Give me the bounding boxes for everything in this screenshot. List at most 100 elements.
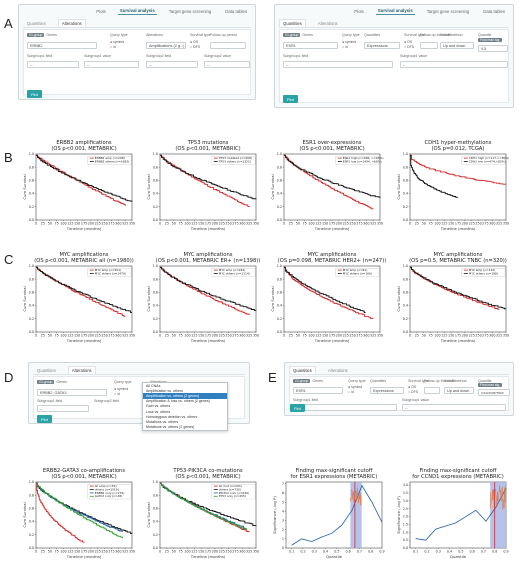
find-max-sig-button[interactable]: Find max sig. xyxy=(478,383,503,387)
tab-alterations[interactable]: Alterations xyxy=(57,19,86,27)
quantile-input[interactable]: 0.5 xyxy=(478,45,508,52)
cutoff-method-select[interactable]: Up and down xyxy=(444,387,474,394)
dropdown-option[interactable]: Mutations vs. others (2 genes) xyxy=(146,425,195,430)
radio-id[interactable]: ○ id xyxy=(342,45,348,49)
follow-up-input[interactable] xyxy=(420,42,438,49)
x-tick-label: 100 xyxy=(60,550,66,554)
plot-title: MYC amplifications xyxy=(60,252,109,258)
genes-input[interactable]: ESR1 xyxy=(293,387,343,394)
radio-symbol[interactable]: ● symbol xyxy=(348,385,363,389)
x-tick-label: 125 xyxy=(191,334,197,338)
dropdown-option[interactable]: Homozygous deletion vs. others xyxy=(146,414,198,419)
panel-label-a: A xyxy=(4,16,13,31)
y-tick-label: 4 xyxy=(282,509,284,513)
group-chip[interactable]: GI-group xyxy=(283,33,301,37)
dropdown-option[interactable]: Amplification & loss vs. others (2 genes… xyxy=(146,399,210,404)
dropdown-option[interactable]: Loss vs. others xyxy=(146,409,171,414)
find-max-sig-button[interactable]: Find max sig. xyxy=(478,38,503,42)
subgroup2-value-select[interactable]: -- xyxy=(204,61,250,68)
plot-subtitle: for CCND1 expressions (METABRIC) xyxy=(412,474,504,480)
nav-survival-analysis[interactable]: Survival analysis xyxy=(117,8,157,15)
subgroup1-value-select[interactable]: -- xyxy=(400,61,508,68)
radio-id[interactable]: ○ id xyxy=(114,392,120,396)
radio-os[interactable]: ● OS xyxy=(404,40,413,44)
x-tick-label: 0.5 xyxy=(334,550,339,554)
nav-plots[interactable]: Plots xyxy=(96,8,106,14)
x-tick-label: 0.9 xyxy=(503,550,508,554)
group-chip[interactable]: GI-group xyxy=(37,380,55,384)
x-tick-label: 175 xyxy=(81,334,87,338)
subgroup1-field-select[interactable]: -- xyxy=(37,405,89,412)
radio-id[interactable]: ○ id xyxy=(110,45,116,49)
quantities-select[interactable]: Expressions xyxy=(364,42,400,49)
dropdown-option-selected[interactable]: Amplification vs. others (2 genes) xyxy=(143,393,227,399)
radio-os[interactable]: ● OS xyxy=(408,385,417,389)
legend-entry: others (n=1519) xyxy=(95,487,119,491)
cutoff-method-select[interactable]: Up and down xyxy=(440,42,474,49)
nav-plots[interactable]: Plots xyxy=(354,8,364,14)
quantities-select[interactable]: Expressions xyxy=(370,387,404,394)
alterations-dropdown-menu[interactable]: All CNAs Amplification vs. others Amplif… xyxy=(142,382,228,431)
subgroup1-value-select[interactable]: -- xyxy=(402,404,506,411)
radio-os[interactable]: ● OS xyxy=(190,40,199,44)
dropdown-option[interactable]: Mutations vs. others xyxy=(146,419,179,424)
km-plot-svg: MYC amplifications(OS p=0.098, METABRIC … xyxy=(270,252,386,343)
x-tick-label: 125 xyxy=(441,334,447,338)
genes-input[interactable]: ERBB2 xyxy=(27,42,97,49)
dropdown-option[interactable]: Amplification vs. others xyxy=(146,388,183,393)
tab-alterations[interactable]: Alterations xyxy=(67,366,96,374)
subgroup1-field-select[interactable]: -- xyxy=(293,404,397,411)
subgroup1-value-select[interactable]: -- xyxy=(84,61,139,68)
group-chip[interactable]: GI-group xyxy=(27,33,45,37)
dropdown-option[interactable]: Gain vs. others xyxy=(146,404,171,409)
dropdown-option[interactable]: All CNAs xyxy=(146,383,161,388)
y-tick-label: 0.6 xyxy=(153,291,158,295)
group-chip[interactable]: GI-group xyxy=(293,379,311,383)
y-tick-label: 0.4 xyxy=(153,192,158,196)
radio-symbol[interactable]: ● symbol xyxy=(342,40,357,44)
genes-label: GI-group Genes xyxy=(283,33,313,37)
tab-quantities[interactable]: Quantities xyxy=(279,19,306,27)
nav-target-gene-screening[interactable]: Target gene screening xyxy=(168,8,212,14)
alterations-select[interactable]: Amplifications (2 g...) xyxy=(146,42,186,49)
radio-dfs[interactable]: ○ DFS xyxy=(190,45,201,49)
tab-alterations[interactable]: Alterations xyxy=(317,21,338,26)
tab-quantities[interactable]: Quantities xyxy=(37,368,56,373)
nav-data-tables[interactable]: Data tables xyxy=(483,8,505,14)
tab-quantities[interactable]: Quantities xyxy=(289,366,316,374)
x-tick-label: 25 xyxy=(415,222,419,226)
radio-symbol[interactable]: ● symbol xyxy=(114,387,129,391)
radio-symbol[interactable]: ● symbol xyxy=(110,40,125,44)
nav-survival-analysis[interactable]: Survival analysis xyxy=(375,8,415,15)
tab-alterations[interactable]: Alterations xyxy=(327,368,348,373)
cutoff-method-label: Cutoff method xyxy=(440,33,463,37)
subgroup2-field-select[interactable]: -- xyxy=(146,61,198,68)
x-tick-label: 125 xyxy=(191,222,197,226)
plot-button-e[interactable]: Plot xyxy=(290,404,305,412)
radio-id[interactable]: ○ id xyxy=(348,390,354,394)
subgroup1-field-select[interactable]: -- xyxy=(283,61,393,68)
nav-target-gene-screening[interactable]: Target gene screening xyxy=(426,8,470,14)
plot-button[interactable]: Plot xyxy=(27,90,42,98)
y-tick-label: 0.8 xyxy=(153,277,158,281)
km-plot: ERBB2-GATA3 co-amplifications (OS p<0.001… xyxy=(18,468,136,564)
genes-input[interactable]: ESR1 xyxy=(283,42,338,49)
genes-input[interactable]: ERBB2, GATA3 xyxy=(37,389,107,396)
y-tick-label: 2.0 xyxy=(403,515,408,519)
radio-dfs[interactable]: ○ DFS xyxy=(408,390,419,394)
subgroup1-field-select[interactable]: -- xyxy=(27,61,79,68)
plot-button[interactable]: Plot xyxy=(37,415,52,423)
radio-dfs[interactable]: ○ DFS xyxy=(404,45,415,49)
tab-quantities[interactable]: Quantities xyxy=(27,21,46,26)
follow-up-input[interactable] xyxy=(424,387,440,394)
plot-button[interactable]: Plot xyxy=(283,95,298,103)
survival-curve xyxy=(410,154,506,185)
x-tick-label: 325 xyxy=(122,550,128,554)
y-tick-label: 1.0 xyxy=(153,152,158,156)
plot-subtitle: (OS p<0.001, METABRIC) xyxy=(51,474,116,480)
quantile-input[interactable]: 0.642164875999 xyxy=(478,389,510,396)
survival-curve xyxy=(160,266,250,316)
follow-up-input[interactable] xyxy=(210,42,246,49)
nav-data-tables[interactable]: Data tables xyxy=(225,8,247,14)
plot-frame xyxy=(409,153,507,221)
